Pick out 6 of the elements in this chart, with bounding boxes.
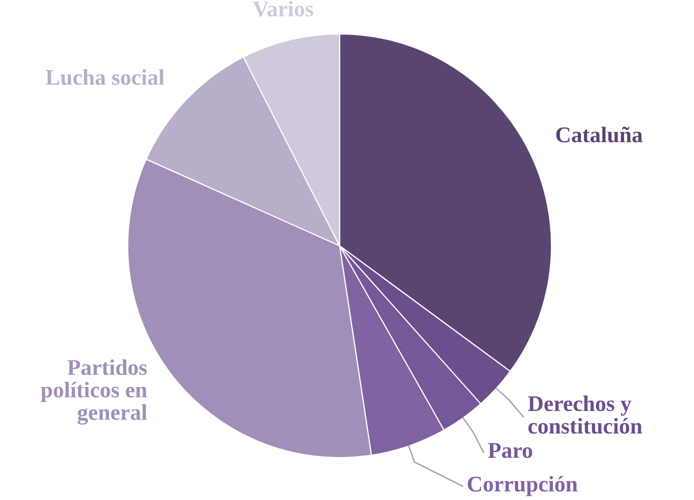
slice-label: Derechos y constitución [528, 396, 642, 434]
slice-label: Corrupción [468, 476, 578, 496]
slice-label: Partidos políticos en general [40, 359, 148, 425]
slice-label: Paro [488, 443, 532, 458]
slice-label: Lucha social [46, 69, 164, 85]
slice-label: Cataluña [556, 126, 642, 142]
